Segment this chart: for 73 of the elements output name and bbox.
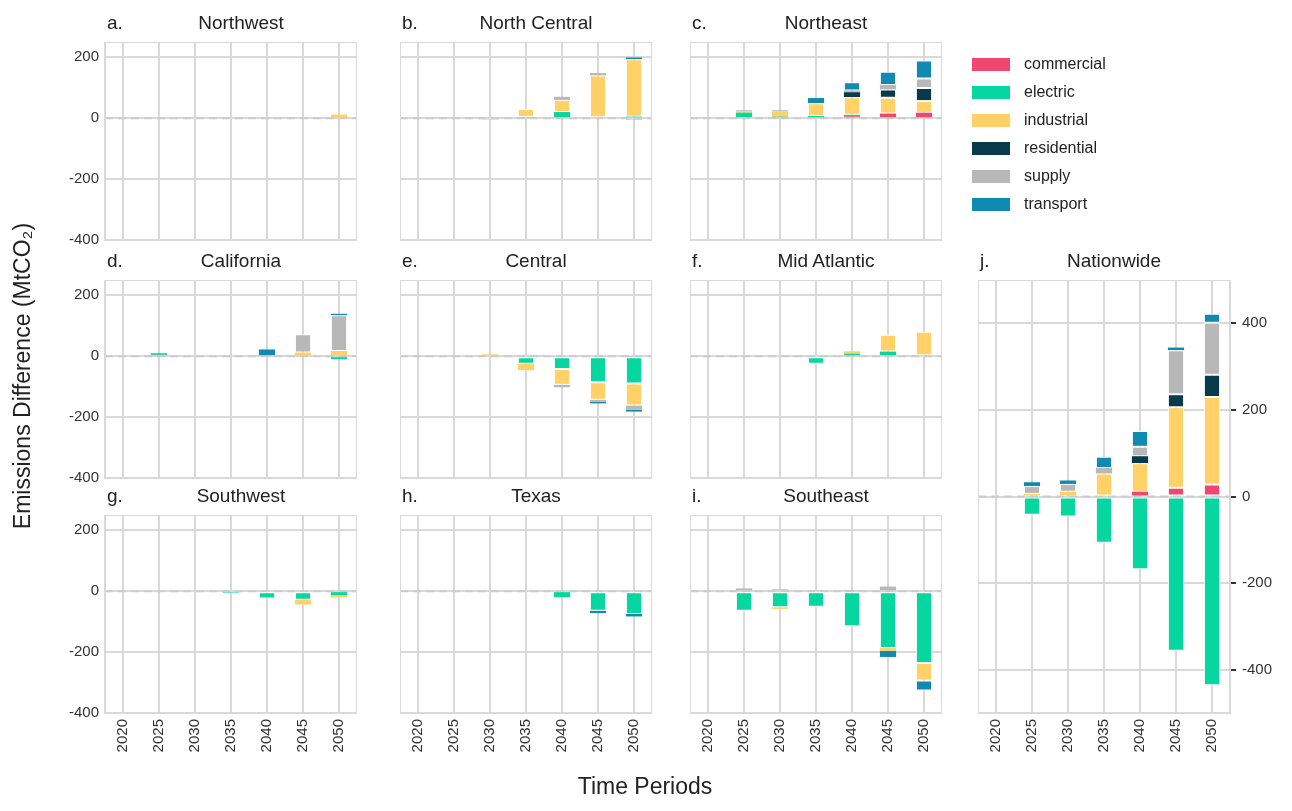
x-tick-label: 2020: [986, 719, 1004, 753]
y-tick-label: -200: [68, 407, 99, 425]
text: g.: [107, 485, 123, 507]
chart-title: Texas: [510, 485, 562, 507]
y-tick-label: 400: [1242, 313, 1268, 331]
text: i.: [692, 485, 702, 507]
x-tick-label: 2025: [734, 719, 752, 753]
y-tick-label: 0: [90, 346, 99, 364]
x-tick-label: 2045: [1166, 719, 1184, 753]
x-tick-label: 2030: [1058, 719, 1076, 753]
x-tick-label: 2020: [113, 719, 131, 753]
y-axis-title: Emissions Difference (MtCO₂): [8, 222, 36, 530]
legend-label: residential: [1024, 139, 1097, 157]
chart-title: Central: [504, 250, 568, 272]
x-tick-label: 2025: [1022, 719, 1040, 753]
y-tick-label: -400: [68, 468, 99, 486]
text: b.: [402, 12, 418, 34]
chart-title: Northeast: [783, 12, 869, 34]
y-tick-label: 0: [90, 108, 99, 126]
text: e.: [402, 250, 418, 272]
y-tick-label: -200: [68, 642, 99, 660]
x-tick-label: 2050: [914, 719, 932, 753]
legend-label: commercial: [1024, 55, 1106, 73]
text: a.: [107, 12, 123, 34]
x-tick-label: 2050: [329, 719, 347, 753]
text: d.: [107, 250, 123, 272]
x-tick-label: 2025: [444, 719, 462, 753]
x-tick-label: 2040: [842, 719, 860, 753]
text: c.: [692, 12, 707, 34]
x-tick-label: 2035: [221, 719, 239, 753]
chart-title: Northwest: [197, 12, 285, 34]
chart-title: Mid Atlantic: [776, 250, 876, 272]
x-tick-label: 2040: [257, 719, 275, 753]
chart-title: Southwest: [195, 485, 287, 507]
y-tick-label: 0: [90, 581, 99, 599]
x-tick-label: 2030: [185, 719, 203, 753]
y-tick-label: 200: [73, 285, 99, 303]
x-tick-label: 2030: [770, 719, 788, 753]
x-tick-label: 2045: [293, 719, 311, 753]
x-tick-label: 2050: [1202, 719, 1220, 753]
legend-label: transport: [1024, 195, 1088, 213]
y-tick-label: 0: [1242, 486, 1251, 504]
chart-title: Southeast: [782, 485, 870, 507]
chart-title: North Central: [478, 12, 594, 34]
y-tick-label: -400: [1242, 659, 1273, 677]
text: j.: [980, 250, 990, 272]
y-tick-label: 200: [73, 520, 99, 538]
text: h.: [402, 485, 418, 507]
x-axis-title: Time Periods: [577, 772, 713, 800]
legend-label: electric: [1024, 83, 1075, 101]
x-tick-label: 2045: [588, 719, 606, 753]
x-tick-label: 2020: [698, 719, 716, 753]
x-tick-label: 2030: [480, 719, 498, 753]
x-tick-label: 2025: [149, 719, 167, 753]
x-tick-label: 2040: [552, 719, 570, 753]
y-tick-label: -400: [68, 703, 99, 721]
text: f.: [692, 250, 703, 272]
y-tick-label: 200: [73, 47, 99, 65]
legend-label: industrial: [1024, 111, 1089, 129]
x-tick-label: 2035: [1094, 719, 1112, 753]
x-tick-label: 2045: [878, 719, 896, 753]
y-tick-label: -400: [68, 230, 99, 248]
legend-label: supply: [1024, 167, 1071, 185]
y-tick-label: 200: [1242, 400, 1268, 418]
chart-title: California: [199, 250, 283, 272]
x-tick-label: 2050: [624, 719, 642, 753]
x-tick-label: 2040: [1130, 719, 1148, 753]
x-tick-label: 2035: [516, 719, 534, 753]
y-tick-label: -200: [68, 169, 99, 187]
y-tick-label: -200: [1242, 573, 1273, 591]
x-tick-label: 2035: [806, 719, 824, 753]
x-tick-label: 2020: [408, 719, 426, 753]
chart-title: Nationwide: [1066, 250, 1162, 272]
